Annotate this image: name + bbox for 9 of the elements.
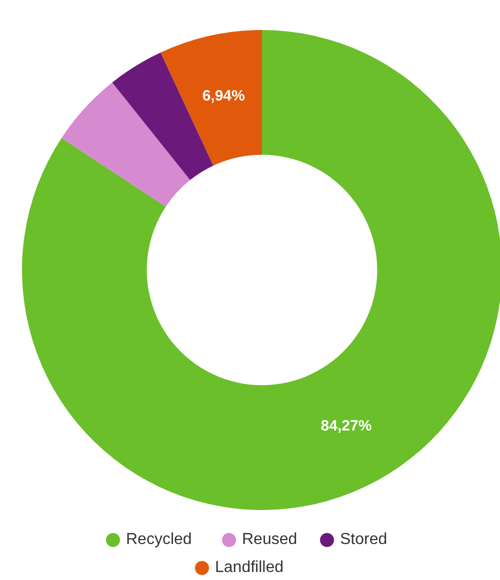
donut-slice [160,30,262,166]
data-label: 6,94% [202,88,245,105]
legend-label: Reused [242,531,298,548]
legend-label: Landfilled [215,559,284,576]
data-label: 84,27% [320,417,372,434]
legend-label: Stored [340,531,388,548]
donut-slice [62,82,190,207]
legend-label: Recycled [126,531,192,548]
donut-slice [22,30,500,510]
